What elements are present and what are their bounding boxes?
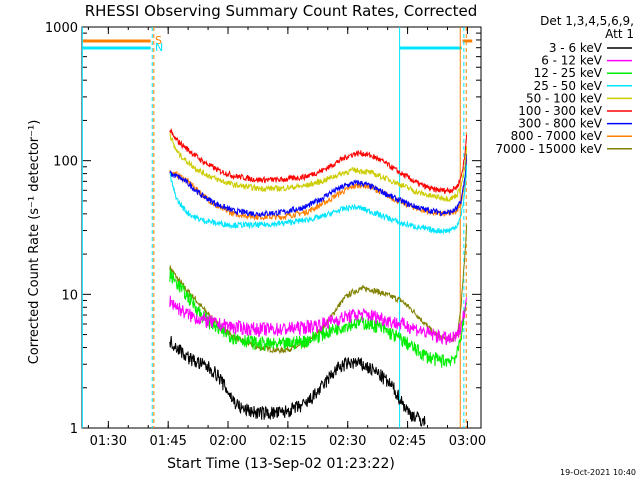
legend-entry-label: 50 - 100 keV: [526, 91, 603, 105]
x-axis-label: Start Time (13-Sep-02 01:23:22): [167, 456, 395, 472]
series-line: [169, 295, 468, 346]
legend-header-line-2: Att 1: [605, 27, 634, 41]
y-tick-label: 1000: [45, 21, 78, 36]
legend-entry-label: 25 - 50 keV: [534, 79, 603, 93]
legend-header-line-1: Det 1,3,4,5,6,9,: [540, 14, 634, 28]
y-tick-label: 10: [61, 288, 78, 303]
legend-entry-label: 7000 - 15000 keV: [495, 142, 602, 156]
legend-entry-label: 12 - 25 keV: [534, 66, 603, 80]
x-tick-label: 03:00: [449, 434, 486, 449]
legend-entry-label: 6 - 12 keV: [541, 54, 603, 68]
x-tick-label: 02:00: [209, 434, 246, 449]
legend-entry-label: 300 - 800 keV: [518, 117, 602, 131]
x-tick-label: 02:30: [329, 434, 366, 449]
x-tick-label: 01:30: [90, 434, 127, 449]
x-tick-label: 01:45: [149, 434, 186, 449]
timestamp: 19-Oct-2021 10:40: [560, 468, 636, 477]
legend-entry-label: 3 - 6 keV: [549, 41, 603, 55]
x-tick-label: 02:45: [389, 434, 426, 449]
series-line: [169, 132, 468, 203]
saa-marker-label: S: [155, 34, 162, 47]
y-tick-label: 100: [53, 155, 78, 170]
series-line: [169, 335, 426, 427]
series-line: [169, 164, 468, 235]
legend-entry-label: 100 - 300 keV: [518, 104, 602, 118]
y-tick-label: 1: [70, 422, 78, 437]
legend-entry-label: 800 - 7000 keV: [511, 129, 603, 143]
y-axis-label: Corrected Count Rate (s⁻¹ detector⁻¹): [27, 120, 42, 365]
series-line: [169, 153, 468, 218]
chart-title: RHESSI Observing Summary Count Rates, Co…: [85, 2, 478, 20]
night-marker-label: N: [155, 41, 163, 54]
series-line: [169, 127, 468, 195]
x-tick-label: 02:15: [269, 434, 306, 449]
